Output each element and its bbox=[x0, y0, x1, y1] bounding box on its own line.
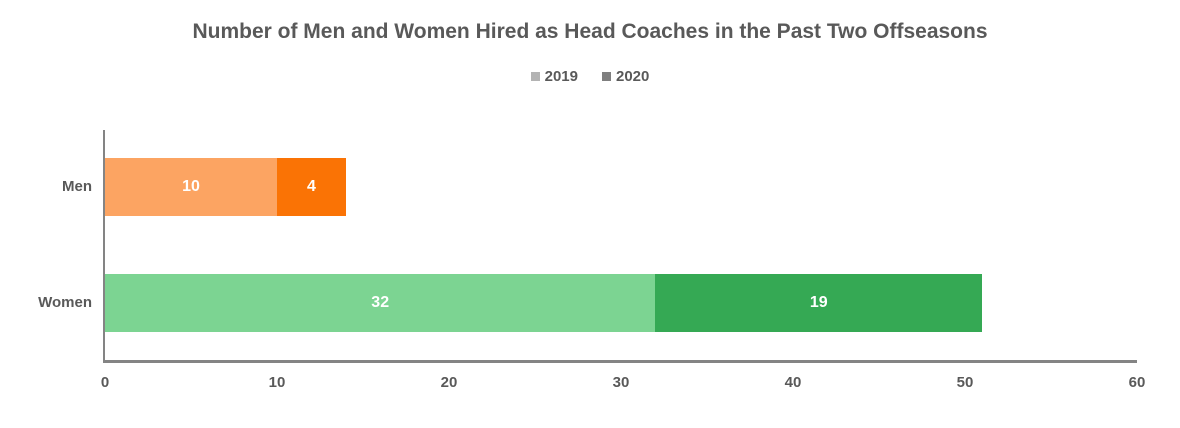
bar-segment-men-2019: 10 bbox=[105, 158, 277, 216]
x-axis-line bbox=[103, 360, 1137, 363]
category-label-women: Women bbox=[38, 294, 92, 311]
legend-swatch-2020-icon bbox=[602, 72, 611, 81]
bar-segment-women-2019: 32 bbox=[105, 274, 656, 332]
legend-label-2019: 2019 bbox=[544, 68, 578, 85]
x-tick-label-20: 20 bbox=[440, 374, 458, 391]
legend-swatch-2019-icon bbox=[530, 72, 540, 81]
chart-title: Number of Men and Women Hired as Head Co… bbox=[192, 20, 988, 43]
category-label-men: Men bbox=[62, 178, 92, 195]
legend-item-2020: 2020 bbox=[602, 68, 649, 85]
legend-label-2020: 2020 bbox=[616, 68, 650, 85]
x-tick-label-60: 60 bbox=[1128, 374, 1146, 391]
x-tick-label-30: 30 bbox=[612, 374, 630, 391]
x-tick-label-10: 10 bbox=[268, 374, 286, 391]
y-axis-line bbox=[103, 130, 105, 360]
x-tick-label-40: 40 bbox=[784, 374, 802, 391]
x-tick-label-0: 0 bbox=[100, 374, 110, 391]
x-tick-label-50: 50 bbox=[956, 374, 974, 391]
legend-item-2019: 2019 bbox=[530, 68, 578, 85]
bar-segment-men-2020: 4 bbox=[277, 158, 346, 216]
bar-segment-women-2020: 19 bbox=[655, 274, 983, 332]
chart-legend: 2019 2020 bbox=[0, 68, 1180, 85]
